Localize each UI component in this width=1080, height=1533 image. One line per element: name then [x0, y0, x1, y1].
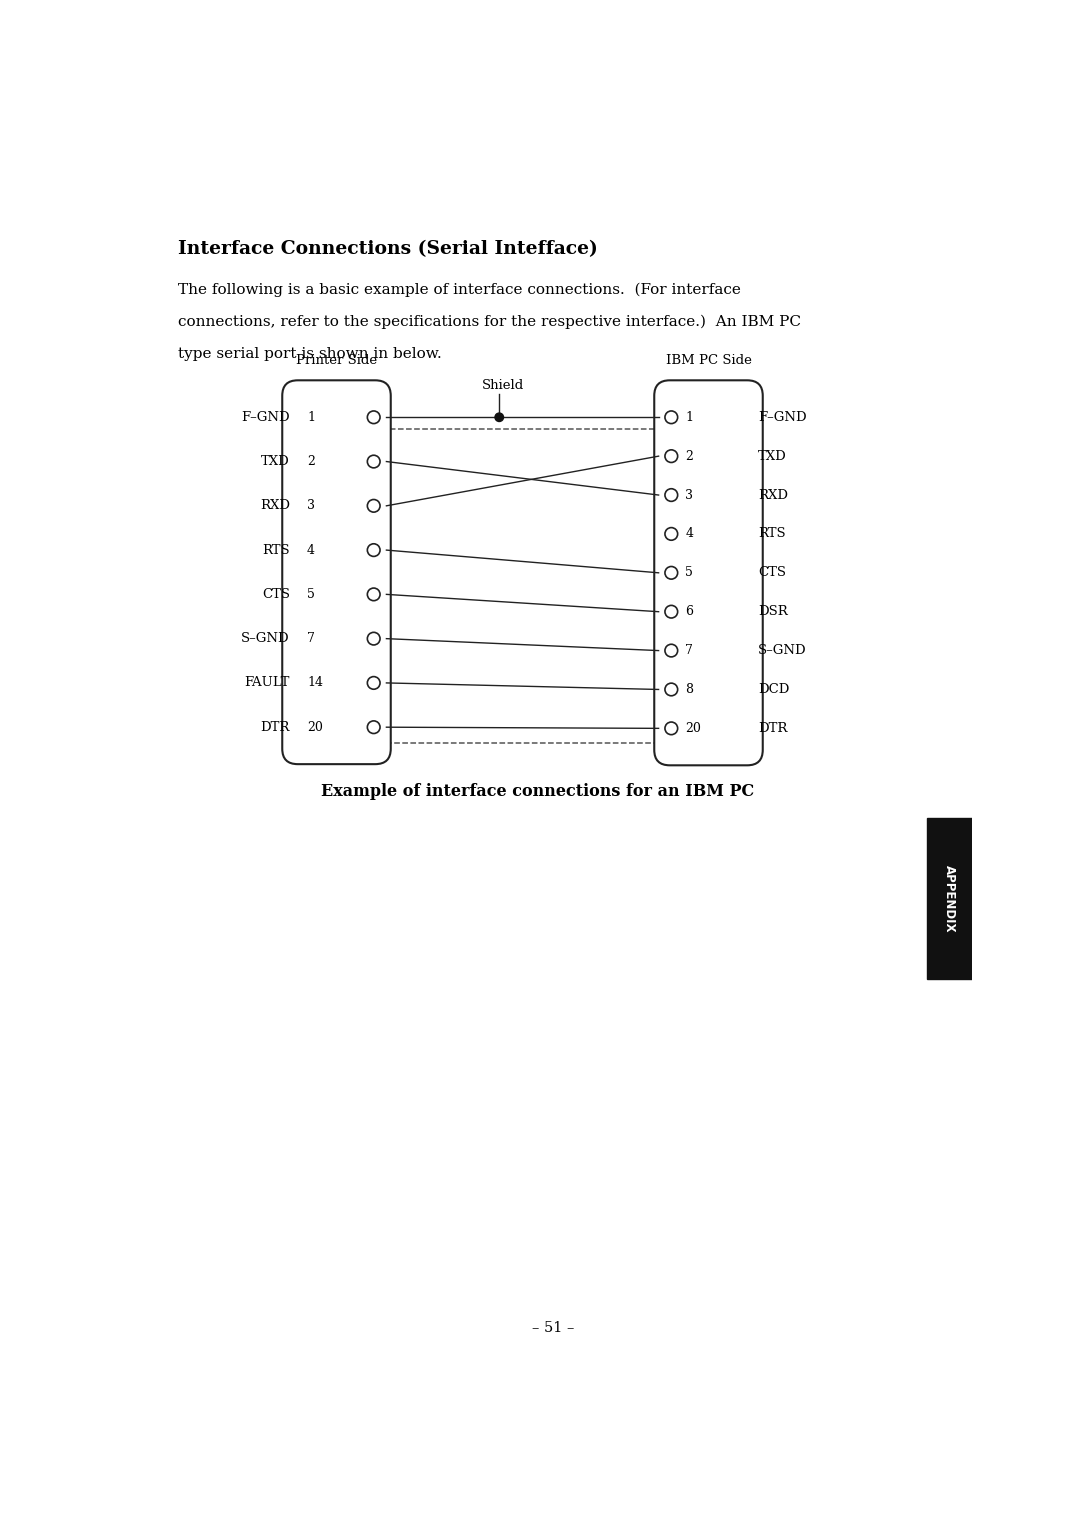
Text: 7: 7: [307, 632, 315, 645]
Text: RXD: RXD: [260, 500, 291, 512]
Circle shape: [665, 567, 677, 579]
Circle shape: [367, 455, 380, 468]
Text: 2: 2: [307, 455, 315, 468]
Text: DTR: DTR: [260, 721, 291, 734]
Circle shape: [665, 411, 677, 423]
Text: 20: 20: [685, 722, 701, 734]
Circle shape: [367, 676, 380, 690]
Text: 20: 20: [307, 721, 323, 734]
Text: CTS: CTS: [262, 587, 291, 601]
Circle shape: [367, 632, 380, 645]
Circle shape: [367, 721, 380, 733]
Text: F–GND: F–GND: [241, 411, 291, 423]
Text: DTR: DTR: [758, 722, 787, 734]
Text: 5: 5: [685, 566, 693, 579]
Text: 4: 4: [685, 527, 693, 541]
Text: RTS: RTS: [758, 527, 786, 541]
Text: FAULT: FAULT: [245, 676, 291, 690]
Text: TXD: TXD: [261, 455, 291, 468]
Text: 6: 6: [685, 606, 693, 618]
Text: 3: 3: [685, 489, 693, 501]
Circle shape: [367, 544, 380, 556]
Text: APPENDIX: APPENDIX: [943, 865, 956, 932]
Circle shape: [665, 722, 677, 734]
Text: type serial port is shown in below.: type serial port is shown in below.: [177, 346, 442, 362]
Text: connections, refer to the specifications for the respective interface.)  An IBM : connections, refer to the specifications…: [177, 314, 800, 330]
Text: IBM PC Side: IBM PC Side: [665, 354, 752, 368]
Text: RTS: RTS: [262, 544, 291, 556]
Text: The following is a basic example of interface connections.  (For interface: The following is a basic example of inte…: [177, 282, 741, 297]
Text: 7: 7: [685, 644, 693, 658]
FancyBboxPatch shape: [654, 380, 762, 765]
Bar: [378, 429, 666, 742]
Text: 2: 2: [685, 449, 693, 463]
Circle shape: [665, 489, 677, 501]
Text: 1: 1: [685, 411, 693, 423]
Text: DCD: DCD: [758, 684, 789, 696]
Text: Interface Connections (Serial Intefface): Interface Connections (Serial Intefface): [177, 241, 597, 258]
Text: S–GND: S–GND: [241, 632, 291, 645]
Text: 4: 4: [307, 544, 315, 556]
Text: – 51 –: – 51 –: [532, 1321, 575, 1335]
Circle shape: [665, 527, 677, 540]
Text: 5: 5: [307, 587, 315, 601]
Circle shape: [665, 606, 677, 618]
Text: DSR: DSR: [758, 606, 787, 618]
Text: 8: 8: [685, 684, 693, 696]
Text: RXD: RXD: [758, 489, 788, 501]
Text: F–GND: F–GND: [758, 411, 807, 423]
Bar: [927, 817, 972, 980]
Text: CTS: CTS: [758, 566, 786, 579]
Text: Example of interface connections for an IBM PC: Example of interface connections for an …: [322, 783, 755, 800]
Text: 14: 14: [307, 676, 323, 690]
Text: S–GND: S–GND: [758, 644, 807, 658]
Circle shape: [665, 684, 677, 696]
Text: Printer Side: Printer Side: [296, 354, 377, 368]
Text: TXD: TXD: [758, 449, 787, 463]
Circle shape: [367, 500, 380, 512]
Circle shape: [367, 411, 380, 423]
Text: Shield: Shield: [482, 379, 524, 392]
Text: 1: 1: [307, 411, 315, 423]
Circle shape: [665, 644, 677, 658]
Circle shape: [495, 412, 503, 422]
Text: 3: 3: [307, 500, 315, 512]
Circle shape: [367, 589, 380, 601]
Circle shape: [665, 449, 677, 463]
FancyBboxPatch shape: [282, 380, 391, 763]
